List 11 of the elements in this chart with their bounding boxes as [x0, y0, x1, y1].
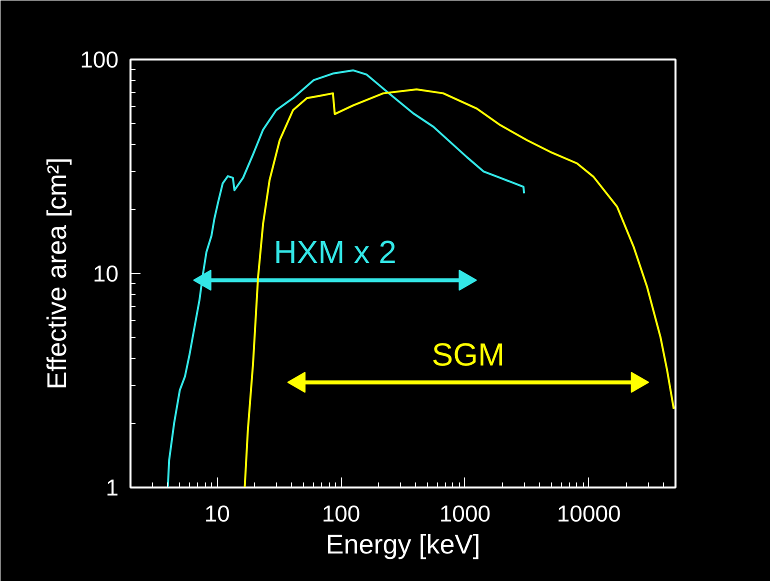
- x-tick-label: 1000: [439, 500, 491, 526]
- x-tick-label: 10000: [556, 500, 621, 526]
- series-label: HXM x 2: [274, 234, 396, 270]
- x-axis-title: Energy [keV]: [326, 530, 480, 560]
- y-tick-label: 10: [92, 260, 119, 286]
- series-label: SGM: [432, 336, 505, 372]
- y-tick-label: 100: [80, 46, 118, 72]
- x-tick-label: 100: [322, 500, 360, 526]
- y-axis-title: Effective area [cm²]: [42, 157, 72, 390]
- y-tick-label: 1: [106, 474, 119, 500]
- x-tick-label: 10: [204, 500, 230, 526]
